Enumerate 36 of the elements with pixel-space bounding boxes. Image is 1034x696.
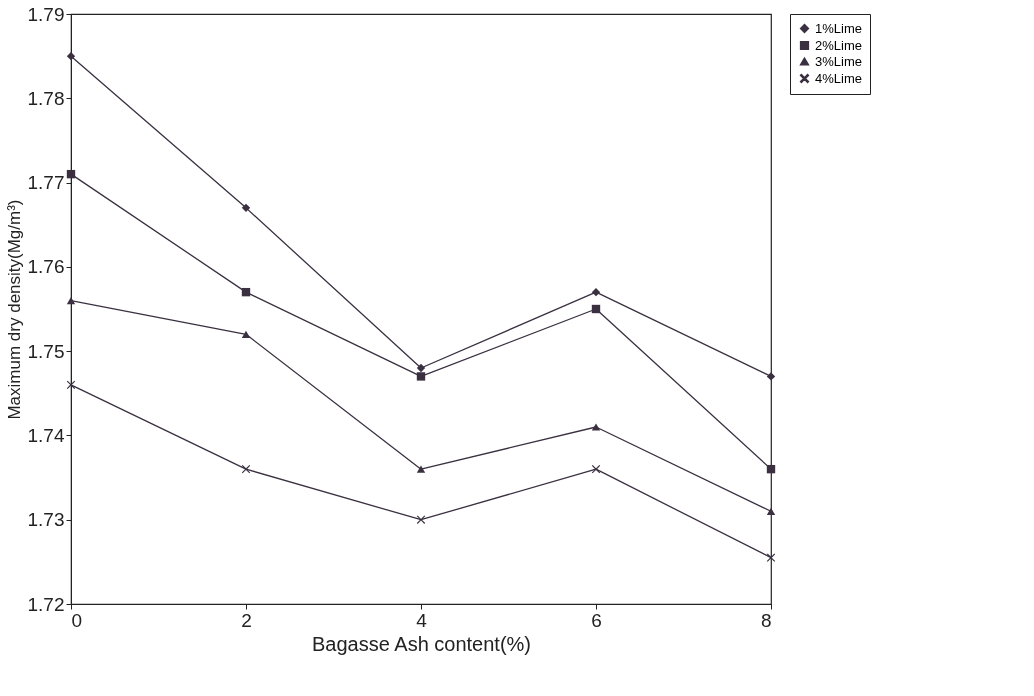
x-tick-label: 0 [71,609,83,631]
y-tick-label: 1.77 [27,172,65,194]
y-tick-label: 1.75 [27,340,65,362]
y-tick-label: 1.74 [27,424,65,446]
x-axis-title: Bagasse Ash content(%) [311,632,532,655]
point [416,372,426,381]
point [416,363,426,373]
legend-label: 3%Lime [815,53,862,69]
point [591,287,601,297]
x-tick-label: 6 [591,609,602,631]
legend-label: 2%Lime [815,37,862,53]
point [66,169,76,179]
x-tick-label: 8 [760,609,772,631]
y-tick-label: 1.73 [27,509,65,531]
point [591,304,601,314]
point [416,515,426,524]
point [241,287,251,297]
point [66,51,76,61]
point [416,465,426,473]
y-tick-label: 1.78 [27,87,65,109]
y-axis-title: Maximum dry density(Mg/m³) [4,199,24,420]
point [591,423,601,431]
legend-label: 1%Lime [815,20,862,36]
y-tick-label: 1.72 [27,593,65,615]
y-tick-label: 1.79 [27,3,65,25]
point [241,203,251,213]
point [241,330,251,338]
point [766,372,776,381]
x-tick-label: 2 [241,609,252,631]
point [766,553,776,562]
point [766,464,776,474]
point [66,296,76,305]
point [766,507,776,515]
legend-label: 4%Lime [815,70,862,86]
x-tick-label: 4 [416,609,428,631]
y-tick-label: 1.76 [27,256,65,278]
